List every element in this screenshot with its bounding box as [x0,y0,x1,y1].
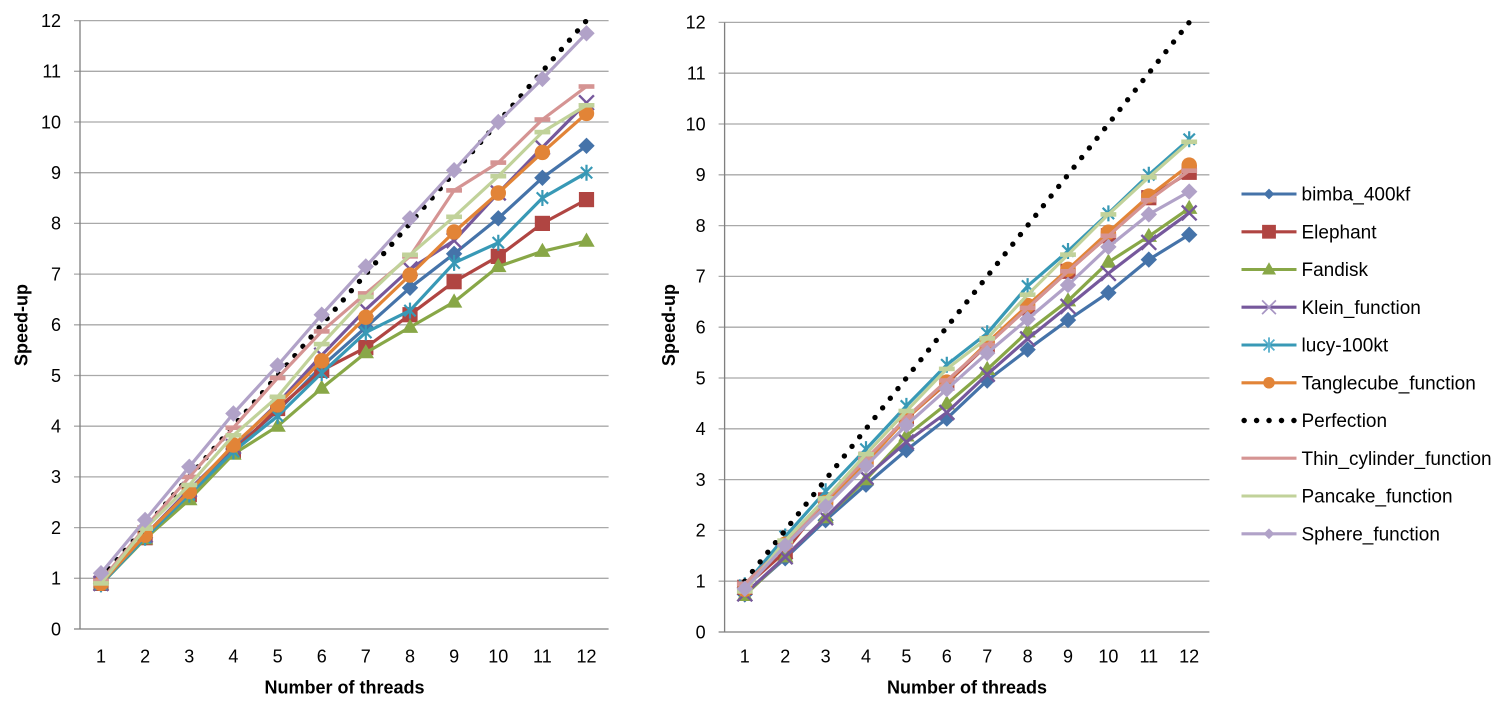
svg-text:Fandisk: Fandisk [1302,260,1369,281]
svg-text:4: 4 [696,419,706,439]
svg-text:4: 4 [228,647,238,667]
svg-text:8: 8 [405,647,415,667]
svg-text:1: 1 [51,569,61,589]
svg-text:3: 3 [821,647,831,667]
svg-text:1: 1 [696,572,706,592]
svg-text:12: 12 [41,11,61,31]
svg-text:Tanglecube_function: Tanglecube_function [1302,373,1476,394]
svg-text:7: 7 [361,647,371,667]
svg-text:2: 2 [140,647,150,667]
svg-text:Klein_function: Klein_function [1302,298,1421,319]
svg-text:2: 2 [696,521,706,541]
svg-text:4: 4 [861,647,871,667]
svg-text:12: 12 [576,647,596,667]
svg-text:Elephant: Elephant [1302,222,1378,243]
svg-text:7: 7 [696,267,706,287]
svg-text:10: 10 [686,114,706,134]
svg-text:11: 11 [687,64,706,84]
svg-text:Pancake_function: Pancake_function [1302,487,1453,508]
svg-text:11: 11 [1139,647,1158,667]
svg-text:9: 9 [696,165,706,185]
svg-text:7: 7 [51,264,61,284]
svg-text:10: 10 [1098,647,1118,667]
svg-text:2: 2 [780,647,790,667]
svg-text:3: 3 [696,470,706,490]
svg-text:11: 11 [533,647,552,667]
svg-text:9: 9 [1063,647,1073,667]
svg-text:Speed-up: Speed-up [12,284,32,366]
svg-text:11: 11 [42,62,61,82]
svg-text:6: 6 [942,647,952,667]
svg-text:Speed-up: Speed-up [659,284,679,366]
svg-text:2: 2 [51,518,61,538]
svg-text:Number of threads: Number of threads [264,678,424,698]
svg-text:Perfection: Perfection [1302,411,1388,432]
svg-text:lucy-100kt: lucy-100kt [1302,336,1389,357]
svg-text:Thin_cylinder_function: Thin_cylinder_function [1302,449,1492,470]
svg-text:Number of threads: Number of threads [887,678,1047,698]
svg-text:5: 5 [901,647,911,667]
svg-text:8: 8 [696,216,706,236]
svg-text:bimba_400kf: bimba_400kf [1302,185,1412,206]
svg-text:6: 6 [317,647,327,667]
svg-text:12: 12 [1179,647,1199,667]
svg-text:5: 5 [273,647,283,667]
svg-text:4: 4 [51,417,61,437]
svg-text:7: 7 [982,647,992,667]
svg-text:5: 5 [696,368,706,388]
svg-text:8: 8 [1023,647,1033,667]
svg-text:9: 9 [51,163,61,183]
svg-text:8: 8 [51,214,61,234]
svg-text:3: 3 [184,647,194,667]
svg-text:1: 1 [96,647,106,667]
svg-text:0: 0 [51,619,61,639]
svg-text:Sphere_function: Sphere_function [1302,524,1440,545]
svg-text:5: 5 [51,366,61,386]
svg-text:10: 10 [41,112,61,132]
svg-text:9: 9 [449,647,459,667]
svg-text:0: 0 [696,622,706,642]
svg-text:1: 1 [740,647,750,667]
svg-text:6: 6 [51,315,61,335]
svg-text:6: 6 [696,318,706,338]
svg-text:12: 12 [686,13,706,33]
svg-text:10: 10 [488,647,508,667]
svg-text:3: 3 [51,467,61,487]
